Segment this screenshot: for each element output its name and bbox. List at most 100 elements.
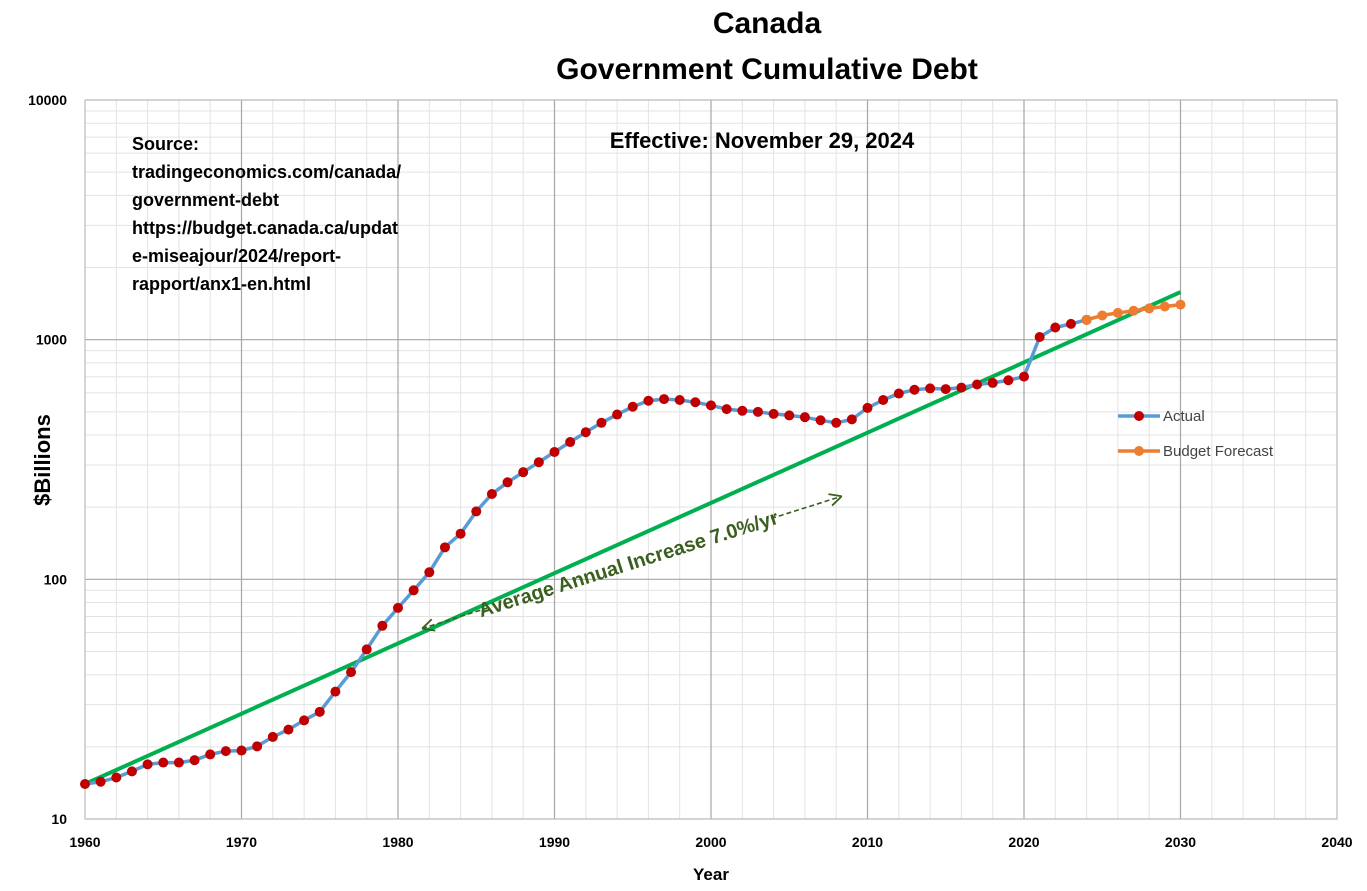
actual-point xyxy=(158,757,169,768)
budget-forecast-point xyxy=(1128,305,1139,316)
x-tick-label: 1970 xyxy=(226,834,257,850)
actual-point xyxy=(596,417,607,428)
x-tick-label: 1960 xyxy=(69,834,100,850)
actual-point xyxy=(299,715,310,726)
source-line-1: Source: xyxy=(132,134,199,154)
x-tick-label: 1980 xyxy=(382,834,413,850)
legend-actual-label: Actual xyxy=(1163,408,1205,425)
source-line-6: rapport/anx1-en.html xyxy=(132,274,311,294)
actual-point xyxy=(95,776,106,787)
trend-arrow-right-shaft xyxy=(770,495,842,520)
actual-point xyxy=(565,437,576,448)
source-line-5: e-miseajour/2024/report- xyxy=(132,246,341,266)
actual-point xyxy=(1019,371,1029,382)
x-tick-label: 2030 xyxy=(1165,834,1196,850)
actual-point xyxy=(940,384,951,395)
actual-point xyxy=(267,731,278,742)
actual-point xyxy=(424,567,435,578)
legend-item-actual: Actual xyxy=(1118,408,1205,425)
budget-forecast-point xyxy=(1159,301,1170,312)
actual-point xyxy=(752,406,763,417)
y-tick-label: 100 xyxy=(44,571,68,587)
plot-area-border xyxy=(84,99,1338,820)
actual-point xyxy=(768,408,779,419)
actual-point xyxy=(142,759,153,770)
budget-forecast-point xyxy=(1112,307,1123,318)
trend-arrow-left-head xyxy=(421,618,436,632)
actual-point xyxy=(283,724,294,735)
actual-point xyxy=(815,415,826,426)
actual-point xyxy=(737,405,748,416)
trend-arrow-left-shaft xyxy=(421,607,488,630)
actual-point xyxy=(925,383,936,394)
x-tick-label: 2020 xyxy=(1008,834,1039,850)
actual-point xyxy=(408,585,419,596)
budget-forecast-point xyxy=(1081,314,1092,325)
x-axis-title: Year xyxy=(693,865,729,884)
actual-point xyxy=(1050,322,1061,333)
actual-point xyxy=(862,402,873,413)
chart-title-line-2: Government Cumulative Debt xyxy=(556,53,978,86)
actual-point xyxy=(377,620,388,631)
actual-point xyxy=(706,400,716,411)
budget-forecast-point xyxy=(1144,303,1155,314)
actual-point xyxy=(878,395,889,406)
budget-forecast-point xyxy=(1175,299,1186,310)
x-tick-label: 1990 xyxy=(539,834,570,850)
x-tick-label: 2040 xyxy=(1321,834,1352,850)
chart-title-line-1: Canada xyxy=(713,7,822,40)
legend: Actual Budget Forecast xyxy=(1118,408,1274,460)
actual-point xyxy=(580,427,591,438)
actual-point xyxy=(205,749,216,760)
actual-point xyxy=(909,384,920,395)
actual-point xyxy=(502,477,513,488)
y-tick-label: 1000 xyxy=(36,332,67,348)
actual-point xyxy=(173,757,184,768)
actual-point xyxy=(361,644,372,655)
source-annotation: Source: tradingeconomics.com/canada/ gov… xyxy=(132,134,401,294)
trend-annotation-label: Average Annual Increase 7.0%/yr xyxy=(476,507,781,622)
effective-date-label: Effective: November 29, 2024 xyxy=(610,128,915,153)
budget-forecast-point xyxy=(1097,310,1108,321)
legend-item-budget-forecast: Budget Forecast xyxy=(1118,443,1274,460)
actual-point xyxy=(1034,331,1045,342)
actual-point xyxy=(799,412,810,423)
actual-point xyxy=(471,506,482,517)
actual-point xyxy=(956,382,967,393)
source-line-3: government-debt xyxy=(132,190,279,210)
actual-point xyxy=(189,755,200,766)
x-tick-label: 2010 xyxy=(852,834,883,850)
actual-point xyxy=(236,745,247,756)
y-tick-label: 10000 xyxy=(28,92,67,108)
actual-point xyxy=(643,395,654,406)
actual-point xyxy=(80,778,90,789)
legend-forecast-marker xyxy=(1134,446,1144,456)
actual-point xyxy=(549,446,560,457)
actual-point xyxy=(393,602,403,613)
actual-point xyxy=(486,489,497,500)
actual-point xyxy=(533,457,544,468)
actual-point xyxy=(972,379,983,390)
y-tick-label: 10 xyxy=(51,811,67,827)
actual-point xyxy=(721,404,732,415)
actual-point xyxy=(846,414,857,425)
actual-point xyxy=(111,772,122,783)
actual-point xyxy=(220,746,231,757)
actual-point xyxy=(346,667,357,678)
actual-point xyxy=(831,417,842,428)
actual-point xyxy=(518,467,529,478)
trend-arrow-right-head xyxy=(828,493,843,507)
source-line-4: https://budget.canada.ca/updat xyxy=(132,218,398,238)
plot-grid xyxy=(84,99,1338,820)
x-axis-ticks: 1960 1970 1980 1990 2000 2010 2020 2030 2040 xyxy=(69,834,1352,850)
actual-point xyxy=(893,388,904,399)
actual-point xyxy=(674,395,685,406)
legend-actual-marker xyxy=(1134,411,1144,421)
actual-point xyxy=(612,409,623,420)
actual-point xyxy=(314,706,325,717)
y-axis-title: $Billions xyxy=(30,414,55,506)
source-line-2: tradingeconomics.com/canada/ xyxy=(132,162,401,182)
x-tick-label: 2000 xyxy=(695,834,726,850)
trend-line xyxy=(84,290,1182,786)
